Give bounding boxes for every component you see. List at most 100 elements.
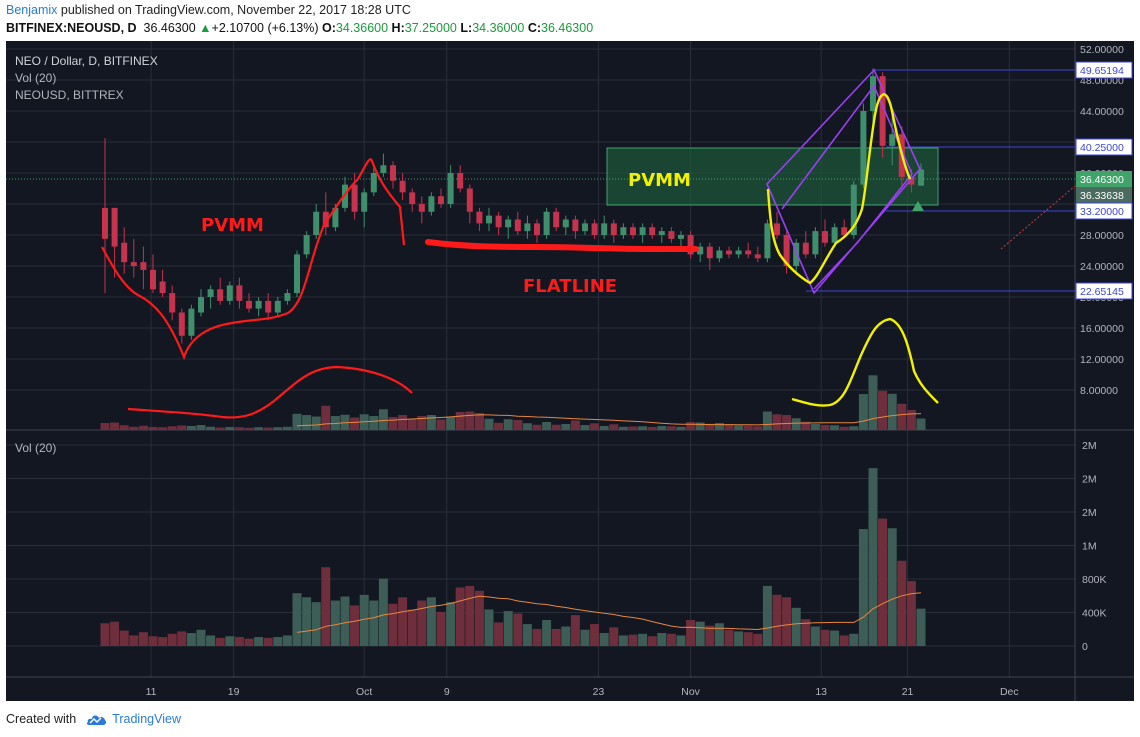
yellow-curve-volume	[791, 317, 939, 407]
volume-overlay-bar	[657, 426, 667, 430]
volume-overlay-bar	[849, 426, 859, 430]
volume-bar	[196, 629, 206, 646]
volume-overlay-bar	[782, 415, 792, 430]
red-curve-left	[101, 158, 406, 361]
chart-canvas[interactable]: PVMM PVMM FLATLINE NEO / Dollar, D, BITF…	[6, 41, 1134, 701]
volume-overlay-bar	[830, 425, 840, 430]
volume-overlay-bar	[705, 423, 715, 430]
volume-overlay-bar	[417, 416, 427, 430]
tradingview-link[interactable]: TradingView	[112, 712, 181, 726]
volume-overlay-bar	[455, 412, 465, 430]
open-value: 34.36600	[335, 21, 389, 35]
price-tick-label: 12.00000	[1080, 354, 1124, 366]
volume-overlay-bar	[801, 421, 811, 430]
volume-bar	[234, 637, 244, 646]
price-tag-label: 36.46300	[1080, 174, 1124, 186]
volume-overlay-bar	[311, 416, 321, 430]
volume-axis-labels[interactable]: 2M 2M 2M 1M 800K 400K 0	[1082, 440, 1107, 653]
volume-bar	[839, 635, 849, 646]
candle-body	[793, 242, 800, 266]
volume-bar	[782, 597, 792, 646]
volume-bar	[743, 632, 753, 646]
volume-bar	[647, 636, 657, 646]
volume-bar	[542, 620, 552, 646]
candle-body	[668, 231, 675, 239]
candle-body	[601, 223, 608, 235]
candle-body	[380, 165, 387, 173]
volume-bar	[282, 635, 292, 646]
candle-body	[466, 188, 473, 212]
candle-body	[514, 219, 521, 232]
last-price: 36.46300	[143, 21, 196, 35]
volume-bar	[753, 633, 763, 646]
candle-body	[486, 215, 492, 224]
candle-body	[140, 262, 147, 270]
time-tick-label: 9	[444, 686, 450, 698]
author-name[interactable]: Benjamix	[6, 3, 58, 17]
volume-overlay-bar	[906, 410, 916, 430]
candle-body	[754, 254, 761, 259]
price-axis-labels[interactable]: 52.0000048.0000044.0000040.0000036.00000…	[1080, 44, 1124, 397]
candle-body	[524, 223, 531, 232]
volume-bar	[417, 600, 427, 646]
volume-bar	[292, 593, 302, 646]
volume-overlay-bar	[398, 415, 408, 430]
price-tag	[1075, 61, 1133, 79]
candle-body	[390, 165, 396, 181]
candle-body	[217, 289, 224, 301]
candle-body	[332, 207, 339, 228]
time-tick-label: Oct	[356, 686, 372, 698]
volume-bar	[119, 630, 129, 646]
candle-body	[150, 269, 156, 290]
price-tag	[1076, 187, 1132, 203]
close-value: 36.46300	[541, 21, 594, 35]
volume-overlay-bar	[532, 424, 542, 430]
candle-body	[678, 235, 684, 239]
price-tag-label: 22.65145	[1080, 286, 1124, 298]
candle-body	[534, 223, 540, 235]
time-axis-labels[interactable]: 11 19 Oct 9 23 Nov 13 21 Dec	[146, 686, 1019, 698]
volume-overlay-bar	[734, 425, 744, 430]
price-tag-label: 33.20000	[1080, 206, 1124, 218]
chart-area[interactable]: PVMM PVMM FLATLINE NEO / Dollar, D, BITF…	[6, 41, 1134, 701]
volume-overlay-bar	[561, 424, 571, 430]
volume-overlay-bar	[714, 423, 724, 430]
candle-body	[572, 219, 579, 232]
volume-overlay-bar	[436, 419, 446, 430]
volume-bars	[100, 468, 926, 646]
candle-body	[706, 246, 713, 259]
price-tag-label: 49.65194	[1080, 65, 1124, 77]
volume-overlay-bar	[580, 425, 590, 430]
candle-body	[831, 227, 838, 243]
volume-overlay-bar	[858, 394, 868, 430]
volume-bar	[398, 597, 408, 646]
candle-body	[159, 281, 166, 294]
volume-overlay-bar	[225, 427, 235, 430]
candle-body	[409, 192, 416, 204]
volume-bar	[311, 602, 321, 646]
price-tag	[1075, 138, 1133, 156]
price-tag-label: 36.33638	[1080, 190, 1124, 202]
volume-overlay-bar	[887, 393, 897, 430]
volume-overlay-bar	[618, 426, 628, 430]
volume-overlay-bar	[407, 418, 417, 430]
volume-ma-line	[296, 592, 922, 633]
volume-bar	[791, 607, 801, 646]
volume-bar	[225, 636, 235, 646]
volume-bar	[110, 621, 120, 646]
candle-body	[870, 76, 876, 111]
volume-overlay-bar	[609, 424, 619, 430]
volume-bar	[100, 623, 110, 646]
trend-line-dotted[interactable]	[1000, 185, 1076, 250]
price-tags: 49.65194 40.25000 36.46300 36.33638 33.20000…	[1075, 61, 1133, 300]
price-tick-label: 24.00000	[1080, 261, 1124, 273]
volume-overlay-bar	[791, 418, 801, 430]
published-text: published on TradingView.com, November 2…	[57, 3, 411, 17]
high-value: 37.25000	[404, 21, 457, 35]
candle-body	[399, 180, 406, 193]
volume-bar	[638, 633, 648, 646]
volume-bar	[263, 637, 273, 646]
axes	[6, 41, 1134, 701]
volume-tick-label: 400K	[1082, 608, 1107, 620]
volume-bar	[129, 635, 139, 646]
